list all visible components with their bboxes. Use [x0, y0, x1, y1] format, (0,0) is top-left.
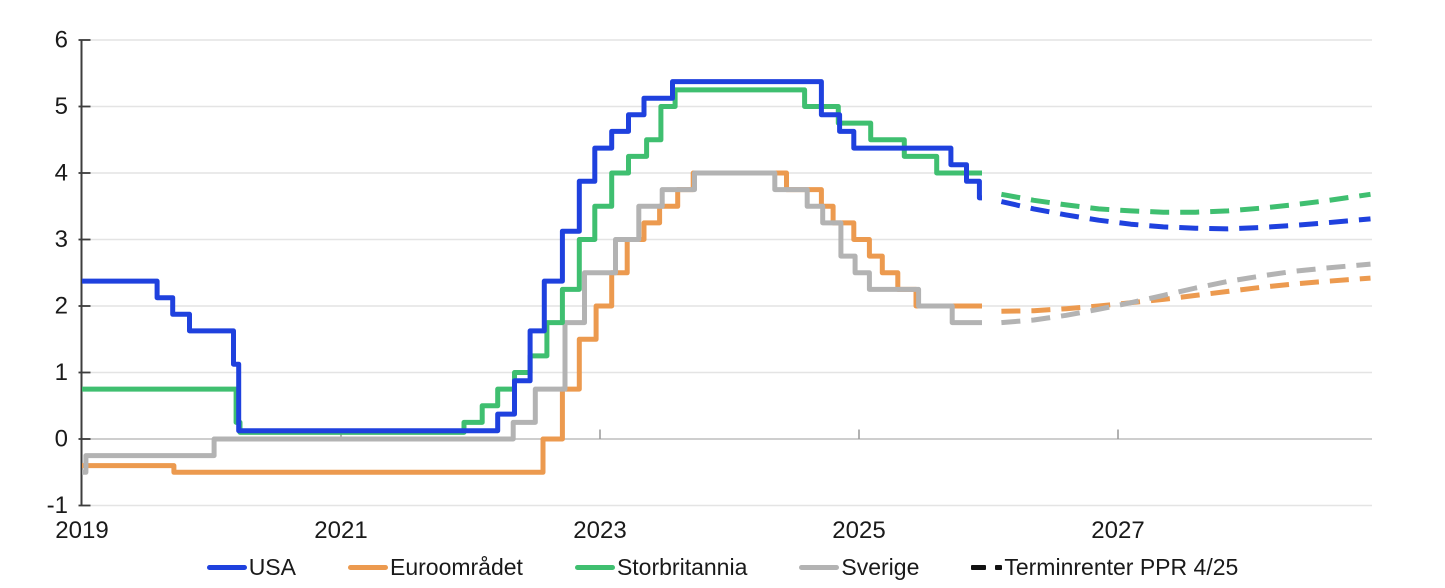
legend-item-storbritannia: Storbritannia [574, 553, 748, 580]
y-axis-label: 2 [55, 293, 68, 320]
x-axis-label: 2019 [55, 517, 108, 544]
y-axis-label: 3 [55, 226, 68, 253]
forward-line-storbritannia-terminrenter [1000, 191, 1371, 215]
x-axis-label: 2021 [314, 517, 367, 544]
y-axis-label: 5 [55, 93, 68, 120]
x-axis-label: 2023 [573, 517, 626, 544]
x-axis-label: 2025 [832, 517, 885, 544]
series-line-usa [82, 79, 982, 434]
legend-item-euroomr-det: Euroområdet [347, 553, 523, 580]
x-axis-label: 2027 [1091, 517, 1144, 544]
forward-line-sverige-terminrenter [1001, 261, 1371, 326]
y-axis-label: 0 [55, 426, 68, 453]
legend-item-usa: USA [206, 553, 296, 580]
legend-dash-segment [971, 564, 987, 570]
legend-line-swatch [799, 564, 840, 570]
legend-line-swatch [206, 564, 247, 570]
y-axis-label: 1 [55, 359, 68, 386]
legend-label: Terminrenter PPR 4/25 [1004, 553, 1239, 580]
y-axis-label: -1 [47, 492, 68, 519]
y-axis-label: 6 [55, 27, 68, 54]
chart-legend: USA Euroområdet Storbritannia Sverige Termin… [0, 550, 1445, 584]
series-line-euroomr-det [82, 170, 982, 475]
legend-label: Sverige [841, 553, 920, 580]
legend-label: Euroområdet [389, 553, 523, 580]
legend-label: USA [248, 553, 296, 580]
y-axis-label: 4 [55, 160, 68, 187]
series-line-sverige [82, 170, 982, 475]
legend-item-terminrenter-ppr-4-25: Terminrenter PPR 4/25 [971, 553, 1239, 580]
legend-dashed-line-swatch [971, 564, 1003, 570]
legend-dash-segment [995, 564, 1003, 570]
legend-item-sverige: Sverige [799, 553, 920, 580]
legend-line-swatch [347, 564, 388, 570]
legend-label: Storbritannia [616, 553, 748, 580]
forward-line-usa-terminrenter [1000, 199, 1371, 232]
legend-line-swatch [574, 564, 615, 570]
